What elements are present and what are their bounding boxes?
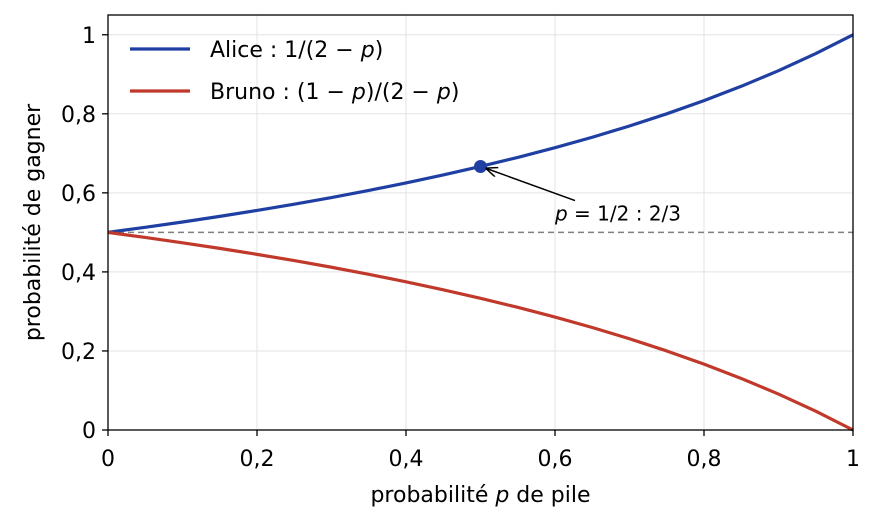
axis-labels: probabilité p de pile probabilité de gag… (21, 103, 591, 508)
legend: Alice : 1/(2 − p) Bruno : (1 − p)/(2 − p) (130, 38, 459, 105)
y-axis-label: probabilité de gagner (21, 103, 46, 341)
x-axis-label: probabilité p de pile (370, 483, 590, 508)
annotation-arrow (487, 168, 576, 202)
annotation-label: p = 1/2 : 2/3 (554, 202, 681, 226)
x-tick-label-3: 0,6 (538, 447, 573, 472)
series-line-alice (107, 33, 854, 234)
y-tick-label-1: 0,2 (61, 340, 96, 365)
x-tick-label-0: 0 (101, 447, 115, 472)
highlight-layer (474, 159, 487, 173)
legend-label-alice: Alice : 1/(2 − p) (210, 38, 383, 63)
highlight-point (474, 159, 487, 173)
x-tick-label-5: 1 (846, 447, 860, 472)
y-tick-label-3: 0,6 (61, 182, 96, 207)
legend-label-bruno: Bruno : (1 − p)/(2 − p) (210, 80, 459, 105)
x-tick-label-4: 0,8 (687, 447, 722, 472)
annotation: p = 1/2 : 2/3 (487, 168, 681, 226)
series-line-bruno (107, 230, 854, 432)
x-tick-label-2: 0,4 (389, 447, 424, 472)
x-tick-label-1: 0,2 (240, 447, 275, 472)
grid (107, 15, 854, 431)
y-tick-label-2: 0,4 (61, 261, 96, 286)
plot-frame (107, 14, 854, 431)
y-tick-label-0: 0 (82, 419, 96, 444)
ticks: 0 0,2 0,4 0,6 0,8 1 0 0,2 0,4 0,6 0,8 1 (61, 24, 860, 472)
y-tick-label-5: 1 (82, 24, 96, 49)
y-tick-label-4: 0,8 (61, 103, 96, 128)
